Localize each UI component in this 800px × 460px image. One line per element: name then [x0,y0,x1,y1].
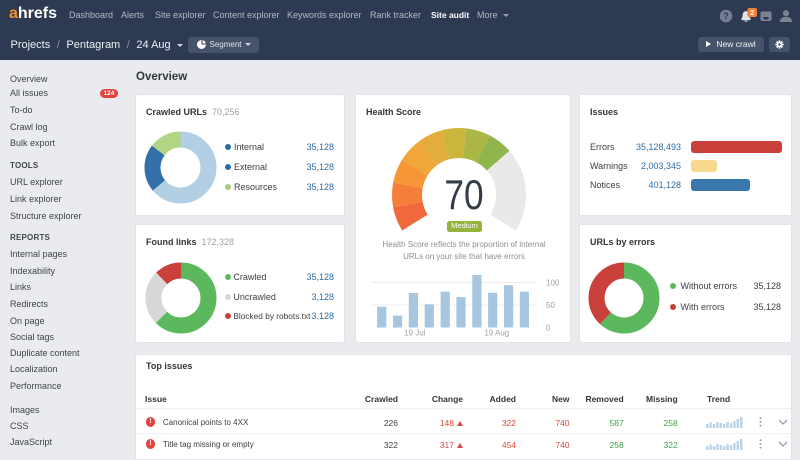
svg-text:?: ? [723,11,729,21]
svg-text:19 Jul: 19 Jul [404,329,426,338]
svg-text:0: 0 [546,323,551,332]
svg-text:2: 2 [750,8,754,17]
svg-text:50: 50 [546,301,555,310]
svg-text:100: 100 [546,278,560,287]
svg-text:19 Aug: 19 Aug [484,329,509,338]
